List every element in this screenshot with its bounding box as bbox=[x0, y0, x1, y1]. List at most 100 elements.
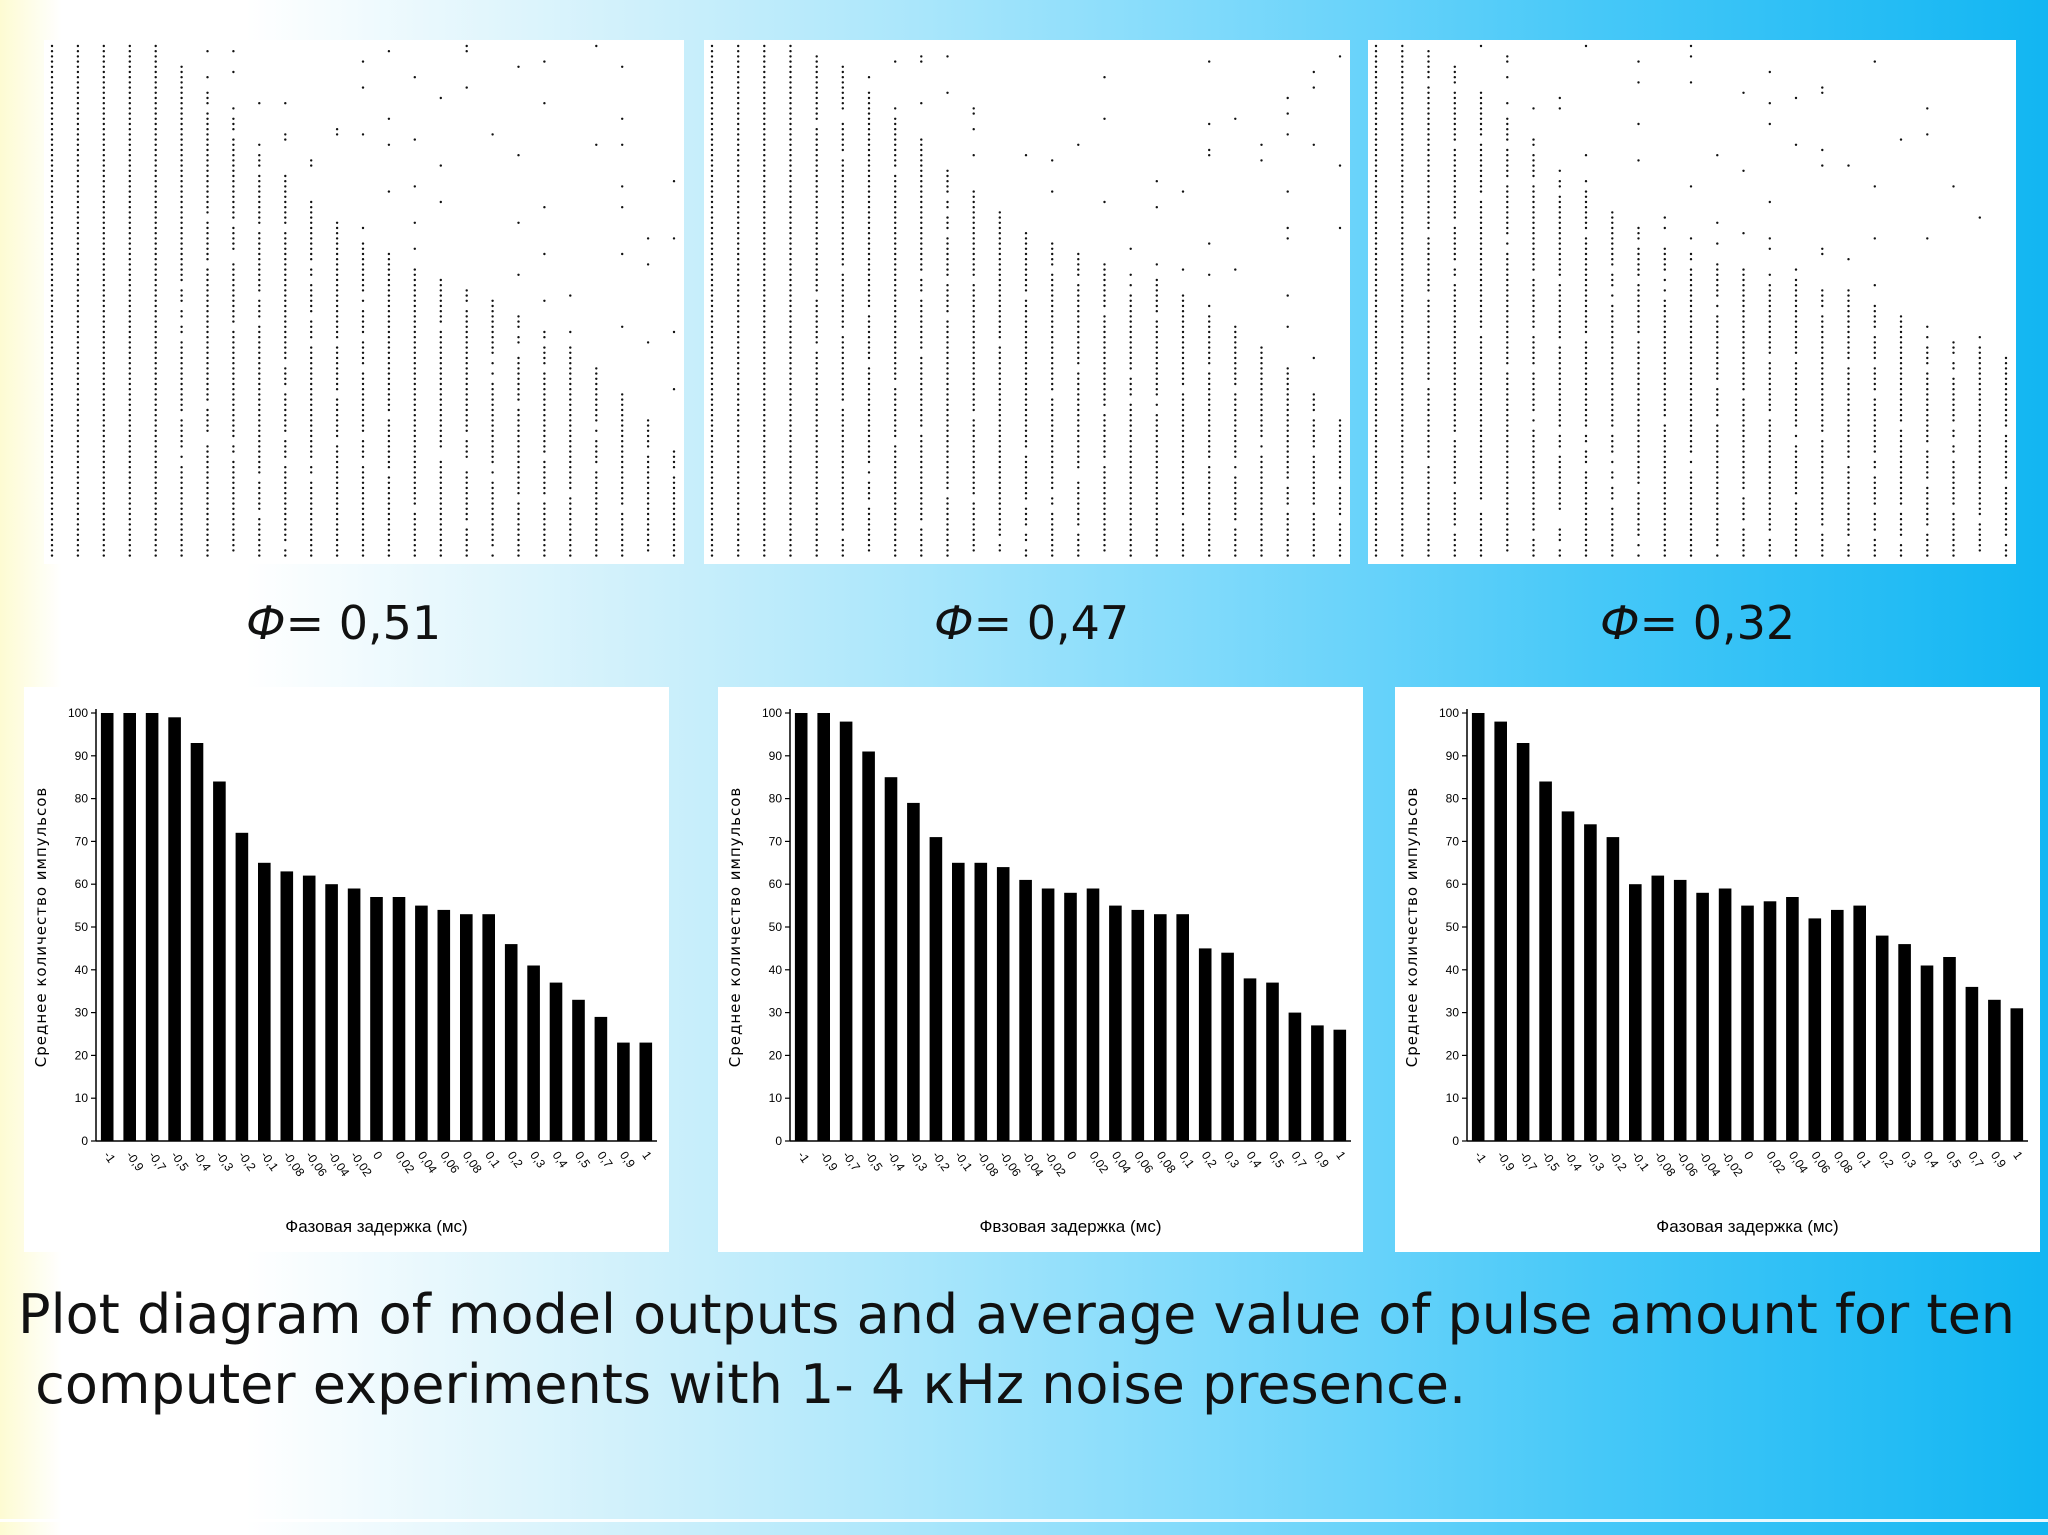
spike-dot bbox=[1401, 533, 1404, 536]
spike-dot bbox=[1506, 382, 1509, 386]
spike-dot bbox=[710, 341, 714, 344]
spike-dot bbox=[1584, 258, 1588, 261]
spike-dot bbox=[946, 486, 949, 490]
spike-dot bbox=[1899, 460, 1903, 464]
spike-dot bbox=[646, 341, 650, 344]
spike-dot bbox=[710, 226, 714, 230]
spike-dot bbox=[1584, 216, 1588, 219]
spike-dot bbox=[76, 419, 80, 422]
raster-column bbox=[1427, 50, 1430, 557]
spike-dot bbox=[1506, 434, 1509, 438]
spike-dot bbox=[1663, 299, 1666, 302]
spike-dot bbox=[2004, 424, 2008, 427]
spike-dot bbox=[1208, 304, 1211, 308]
spike-dot bbox=[50, 460, 54, 464]
spike-dot bbox=[491, 502, 494, 505]
spike-dot bbox=[1532, 226, 1535, 230]
spike-dot bbox=[1689, 388, 1693, 391]
spike-dot bbox=[894, 336, 897, 339]
spike-dot bbox=[154, 549, 157, 552]
spike-dot bbox=[1234, 356, 1237, 360]
spike-dot bbox=[1978, 367, 1981, 370]
spike-dot bbox=[491, 554, 494, 557]
spike-dot bbox=[128, 60, 131, 63]
spike-dot bbox=[1024, 445, 1028, 448]
spike-dot bbox=[1873, 486, 1876, 490]
spike-dot bbox=[763, 268, 766, 271]
spike-dot bbox=[50, 336, 54, 339]
spike-dot bbox=[1506, 518, 1509, 521]
spike-dot bbox=[1611, 325, 1614, 328]
spike-dot bbox=[76, 356, 80, 360]
spike-dot bbox=[815, 185, 818, 188]
spike-dot bbox=[284, 351, 287, 354]
spike-dot bbox=[206, 284, 209, 287]
spike-dot bbox=[1716, 268, 1719, 271]
spike-dot bbox=[128, 221, 131, 224]
spike-dot bbox=[1689, 419, 1693, 422]
spike-dot bbox=[867, 367, 871, 370]
spike-dot bbox=[1637, 377, 1640, 380]
spike-dot bbox=[50, 455, 54, 458]
spike-dot bbox=[1506, 497, 1509, 500]
spike-dot bbox=[335, 252, 339, 256]
spike-dot bbox=[154, 112, 157, 115]
spike-dot bbox=[1374, 356, 1378, 360]
spike-dot bbox=[1051, 325, 1054, 328]
spike-dot bbox=[1479, 263, 1483, 266]
spike-dot bbox=[710, 512, 714, 516]
spike-dot bbox=[128, 65, 131, 68]
spike-dot bbox=[841, 367, 844, 370]
spike-dot bbox=[50, 554, 54, 557]
spike-dot bbox=[867, 315, 871, 318]
spike-dot bbox=[946, 185, 949, 188]
spike-dot bbox=[1129, 299, 1132, 302]
spike-dot bbox=[1051, 512, 1054, 516]
spike-dot bbox=[102, 424, 105, 427]
spike-dot bbox=[154, 481, 157, 484]
spike-dot bbox=[1453, 512, 1456, 516]
spike-dot bbox=[50, 159, 54, 162]
spike-dot bbox=[154, 221, 157, 224]
spike-dot bbox=[946, 304, 949, 308]
spike-dot bbox=[1103, 476, 1106, 479]
spike-dot bbox=[1506, 206, 1509, 209]
spike-dot bbox=[1663, 424, 1666, 427]
spike-dot bbox=[154, 330, 157, 334]
spike-dot bbox=[284, 310, 287, 313]
spike-dot bbox=[1479, 200, 1483, 204]
spike-dot bbox=[1286, 429, 1289, 432]
spike-dot bbox=[517, 466, 520, 469]
spike-dot bbox=[763, 445, 766, 448]
spike-dot bbox=[180, 471, 183, 474]
spike-dot bbox=[76, 294, 80, 297]
spike-dot bbox=[1768, 549, 1771, 552]
spike-dot bbox=[595, 492, 598, 495]
spike-dot bbox=[102, 544, 105, 547]
spike-dot bbox=[387, 351, 391, 354]
spike-dot bbox=[1532, 554, 1535, 557]
spike-dot bbox=[1689, 382, 1693, 386]
spike-dot bbox=[517, 538, 520, 542]
spike-dot bbox=[1453, 226, 1456, 230]
spike-dot bbox=[815, 440, 818, 443]
spike-dot bbox=[972, 377, 975, 380]
spike-dot bbox=[76, 122, 80, 126]
spike-dot bbox=[1286, 492, 1289, 495]
spike-dot bbox=[1899, 362, 1903, 365]
spike-dot bbox=[1637, 226, 1640, 230]
spike-dot bbox=[946, 372, 949, 375]
spike-dot bbox=[154, 471, 157, 474]
spike-dot bbox=[1637, 315, 1640, 318]
spike-dot bbox=[1181, 471, 1185, 474]
spike-dot bbox=[1479, 185, 1483, 188]
spike-dot bbox=[361, 278, 365, 282]
spike-dot bbox=[595, 377, 598, 380]
spike-dot bbox=[1742, 445, 1745, 448]
spike-dot bbox=[1663, 466, 1666, 469]
spike-dot bbox=[763, 393, 766, 396]
spike-dot bbox=[128, 180, 131, 183]
spike-dot bbox=[737, 164, 740, 167]
spike-dot bbox=[710, 60, 714, 63]
spike-dot bbox=[1129, 346, 1132, 349]
